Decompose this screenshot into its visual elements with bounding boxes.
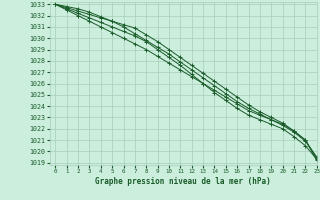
- X-axis label: Graphe pression niveau de la mer (hPa): Graphe pression niveau de la mer (hPa): [95, 177, 271, 186]
